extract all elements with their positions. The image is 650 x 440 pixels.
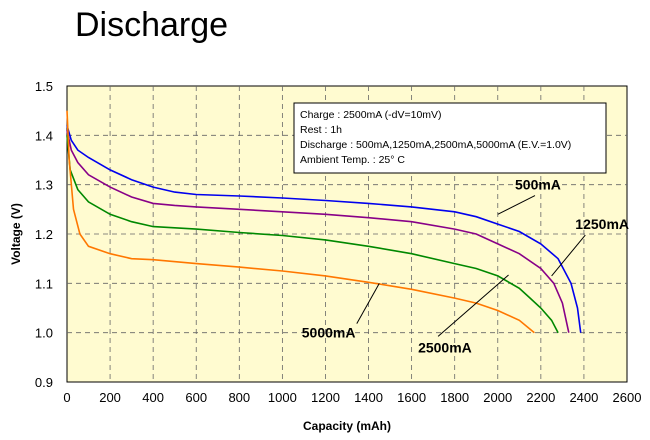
- x-tick-label: 0: [63, 390, 70, 405]
- x-tick-label: 2000: [483, 390, 512, 405]
- y-tick-label: 1.5: [35, 79, 53, 94]
- y-tick-label: 1.1: [35, 276, 53, 291]
- series-label-leader: [356, 283, 380, 324]
- x-tick-label: 2200: [526, 390, 555, 405]
- info-box-line: Ambient Temp. : 25° C: [300, 154, 405, 166]
- series-label-leader: [551, 234, 586, 277]
- series-label-500mA: 500mA: [515, 177, 561, 193]
- y-tick-label: 1.4: [35, 128, 53, 143]
- x-tick-label: 1600: [397, 390, 426, 405]
- x-tick-label: 2600: [613, 390, 642, 405]
- info-box-line: Rest : 1h: [300, 124, 342, 136]
- x-tick-label: 400: [142, 390, 164, 405]
- x-tick-label: 1800: [440, 390, 469, 405]
- x-axis-label: Capacity (mAh): [303, 419, 391, 433]
- y-tick-label: 0.9: [35, 375, 53, 390]
- x-tick-label: 200: [99, 390, 121, 405]
- x-tick-label: 1000: [268, 390, 297, 405]
- series-label-1250mA: 1250mA: [575, 216, 629, 232]
- series-label-leader: [497, 195, 536, 215]
- y-tick-label: 1.0: [35, 326, 53, 341]
- series-annotations: 500mA 1250mA 2500mA 5000mA: [302, 177, 629, 356]
- y-tick-label: 1.2: [35, 227, 53, 242]
- series-label-leader: [437, 274, 509, 337]
- series-label-2500mA: 2500mA: [418, 339, 472, 355]
- conditions-info-box: Charge : 2500mA (-dV=10mV) Rest : 1h Disch…: [293, 102, 607, 174]
- series-line-1250mA: [66, 130, 570, 333]
- series-label-5000mA: 5000mA: [302, 325, 356, 341]
- y-tick-label: 1.3: [35, 178, 53, 193]
- x-tick-label: 2400: [569, 390, 598, 405]
- x-tick-label: 800: [228, 390, 250, 405]
- series-line-2500mA: [66, 135, 559, 334]
- info-box-line: Charge : 2500mA (-dV=10mV): [300, 109, 442, 121]
- info-box-frame: [293, 102, 607, 174]
- info-box-line: Discharge : 500mA,1250mA,2500mA,5000mA (…: [300, 139, 571, 151]
- x-tick-label: 1400: [354, 390, 383, 405]
- x-tick-label: 1200: [311, 390, 340, 405]
- tick-labels: 0 200 400 600 800 1000 1200 1400 1600 1800 2000 220…: [35, 79, 642, 405]
- y-axis-label: Voltage (V): [9, 203, 23, 265]
- x-tick-label: 600: [185, 390, 207, 405]
- series-line-500mA: [66, 125, 582, 333]
- page-title: Discharge: [75, 6, 229, 44]
